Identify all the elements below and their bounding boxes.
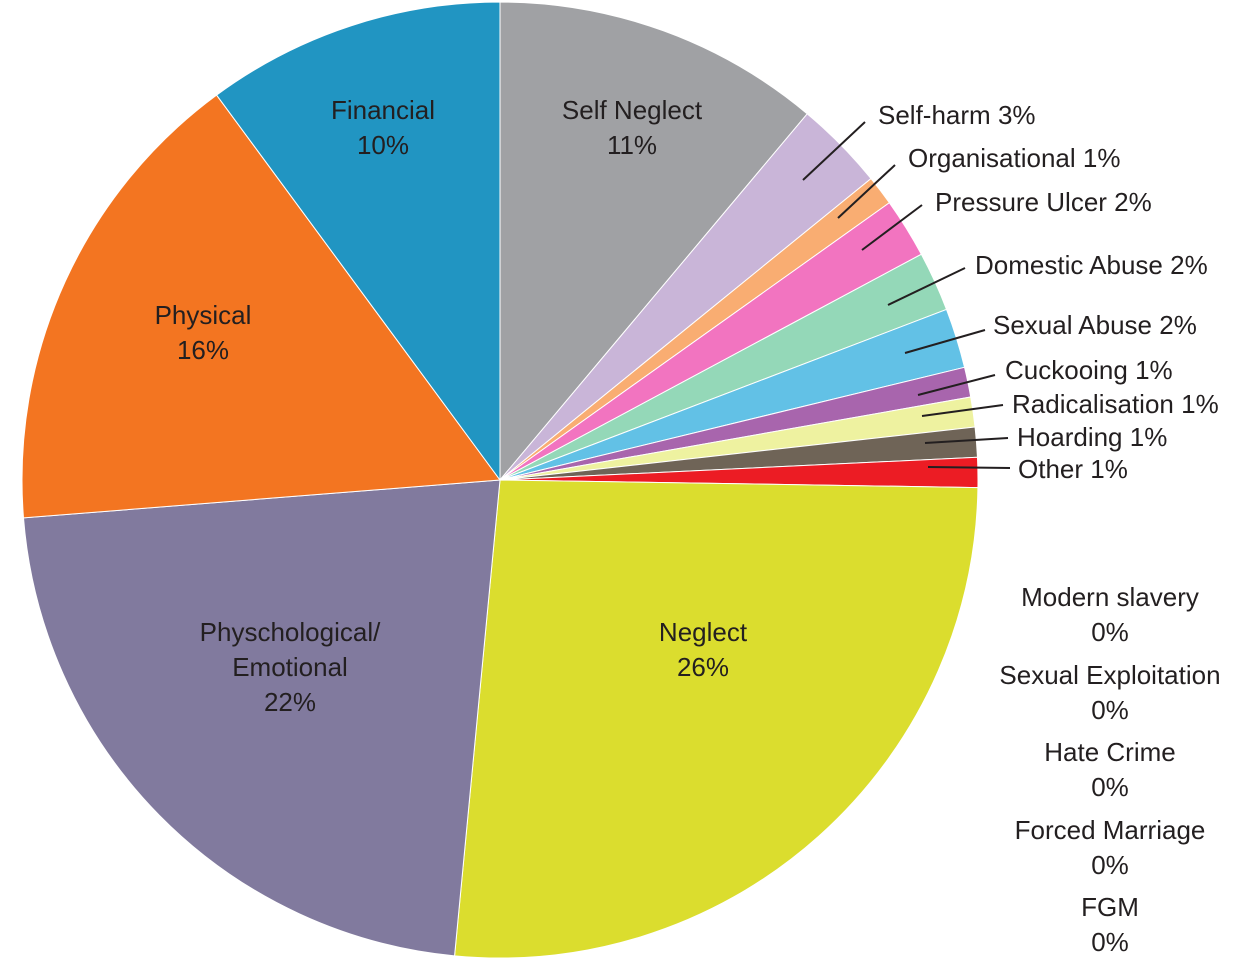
- category-label: Sexual Abuse: [993, 310, 1153, 340]
- category-label: Hoarding: [1017, 422, 1123, 452]
- category-label: Physchological/ Emotional: [199, 617, 381, 682]
- value-label: 0%: [1091, 617, 1129, 647]
- slice-label: Other 1%: [1018, 453, 1128, 485]
- leader-line: [861, 204, 923, 251]
- value-label: 2%: [1159, 310, 1197, 340]
- category-label: Physical: [154, 300, 252, 330]
- value-label: 1%: [1129, 422, 1168, 452]
- slice-label: Pressure Ulcer 2%: [935, 186, 1152, 218]
- slice-label: Cuckooing 1%: [1005, 354, 1173, 386]
- value-label: 1%: [1135, 355, 1173, 385]
- value-label: 10%: [356, 130, 410, 160]
- category-label: Hate Crime: [1044, 737, 1176, 767]
- leader-line: [837, 164, 896, 219]
- category-label: Cuckooing: [1005, 355, 1128, 385]
- pie-slice: [22, 479, 501, 957]
- value-label: 22%: [263, 687, 317, 717]
- slice-label: FGM 0%: [970, 890, 1250, 960]
- value-label: 1%: [1090, 454, 1128, 484]
- value-label: 0%: [1091, 772, 1129, 802]
- value-label: 0%: [1091, 849, 1129, 880]
- leader-line: [904, 329, 986, 354]
- pie-slice: [454, 479, 979, 959]
- leader-line: [802, 121, 866, 181]
- value-label: 16%: [176, 335, 230, 365]
- slice-label: Self-harm 3%: [878, 99, 1036, 131]
- value-label: 11%: [606, 130, 658, 160]
- category-label: Neglect: [658, 617, 748, 647]
- leader-line: [917, 374, 996, 396]
- value-label: 3%: [997, 100, 1036, 130]
- slice-label: Organisational 1%: [908, 142, 1120, 174]
- slice-label: Neglect 26%: [583, 615, 823, 685]
- slice-label: Sexual Abuse 2%: [993, 309, 1197, 341]
- slice-label: Self Neglect 11%: [512, 93, 752, 163]
- category-label: Financial: [330, 95, 436, 125]
- category-label: Pressure Ulcer: [935, 187, 1107, 217]
- slice-label: Domestic Abuse 2%: [975, 249, 1208, 281]
- value-label: 0%: [1091, 927, 1129, 957]
- value-label: 26%: [676, 652, 730, 682]
- slice-label: Hoarding 1%: [1017, 421, 1167, 453]
- category-label: Self-harm: [878, 100, 991, 130]
- leader-line: [921, 404, 1004, 417]
- pie-slice: [21, 94, 501, 519]
- leader-line: [924, 437, 1009, 444]
- leader-line: [887, 267, 966, 306]
- slice-label: Financial 10%: [263, 93, 503, 163]
- leader-line: [927, 466, 1011, 469]
- value-label: 0%: [1091, 694, 1129, 725]
- value-label: 1%: [1181, 389, 1219, 419]
- slice-label: Sexual Exploitation 0%: [970, 658, 1250, 728]
- category-label: Self Neglect: [561, 95, 703, 125]
- slice-label: Radicalisation 1%: [1012, 388, 1219, 420]
- category-label: Sexual Exploitation: [999, 659, 1221, 690]
- category-label: Modern slavery: [1021, 582, 1199, 612]
- slice-label: Physical 16%: [83, 298, 323, 368]
- category-label: Domestic Abuse: [975, 250, 1163, 280]
- category-label: Other: [1018, 454, 1084, 484]
- pie-slice: [215, 1, 501, 482]
- slice-label: Physchological/ Emotional 22%: [185, 615, 395, 720]
- value-label: 1%: [1082, 143, 1121, 173]
- category-label: Organisational: [908, 143, 1076, 173]
- category-label: Radicalisation: [1012, 389, 1174, 419]
- slice-label: Modern slavery 0%: [970, 580, 1250, 650]
- value-label: 2%: [1170, 250, 1208, 280]
- slice-label: Hate Crime 0%: [970, 735, 1250, 805]
- pie-slice: [499, 1, 808, 482]
- category-label: Forced Marriage: [1014, 814, 1206, 845]
- value-label: 2%: [1114, 187, 1152, 217]
- category-label: FGM: [1081, 892, 1139, 922]
- slice-label: Forced Marriage 0%: [970, 813, 1250, 883]
